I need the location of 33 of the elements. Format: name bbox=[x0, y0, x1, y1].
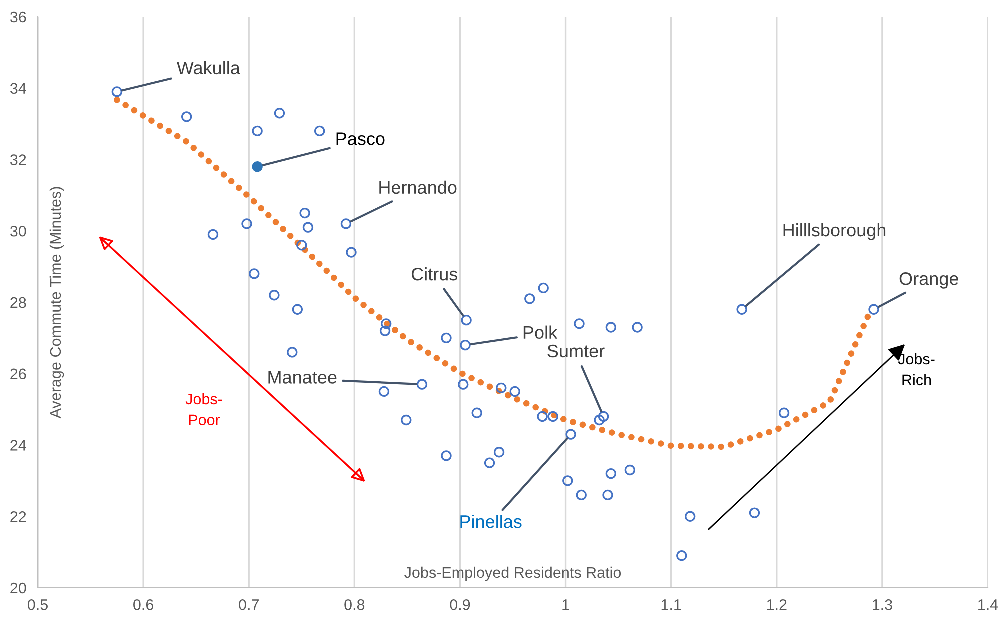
annotation: Sumter bbox=[548, 344, 605, 358]
annotation: Pasco bbox=[336, 132, 385, 146]
y-tick-label: 26 bbox=[10, 368, 26, 380]
annotation: Hilllsborough bbox=[784, 223, 886, 240]
y-tick-label: 22 bbox=[10, 511, 26, 522]
x-tick-label: 0.7 bbox=[239, 600, 259, 610]
x-tick-label: 1.3 bbox=[872, 600, 892, 610]
x-axis-title: Jobs-Employed Residents Ratio bbox=[404, 566, 622, 582]
y-tick-label: 24 bbox=[10, 440, 26, 451]
annotation: Citrus bbox=[412, 267, 458, 281]
annotation: Manatee bbox=[268, 371, 337, 384]
x-tick-label: 0.9 bbox=[450, 600, 470, 610]
x-tick-label: 0.6 bbox=[134, 600, 154, 610]
annotation: Polk bbox=[524, 326, 558, 340]
x-tick-label: 0.5 bbox=[28, 600, 48, 610]
annotation: Pinellas bbox=[460, 515, 522, 528]
annotation: Jobs- Poor bbox=[186, 393, 222, 426]
y-tick-label: 30 bbox=[10, 226, 26, 237]
y-axis-title: Average Commute Time (Minutes) bbox=[50, 187, 64, 419]
y-tick-label: 28 bbox=[10, 297, 26, 308]
annotation: Hernando bbox=[380, 180, 457, 194]
x-tick-label: 1 bbox=[562, 600, 570, 610]
annotation: Orange bbox=[900, 272, 958, 289]
y-tick-label: 32 bbox=[10, 154, 26, 166]
y-tick-label: 34 bbox=[10, 83, 26, 94]
annotation: Wakulla bbox=[176, 61, 240, 75]
annotation: Jobs- Rich bbox=[898, 353, 935, 386]
y-tick-label: 20 bbox=[10, 582, 26, 594]
x-tick-label: 1.1 bbox=[662, 600, 682, 610]
x-tick-label: 1.4 bbox=[978, 600, 998, 610]
x-tick-label: 0.8 bbox=[344, 600, 365, 610]
x-tick-label: 1.2 bbox=[767, 600, 787, 610]
y-tick-label: 36 bbox=[10, 12, 26, 23]
